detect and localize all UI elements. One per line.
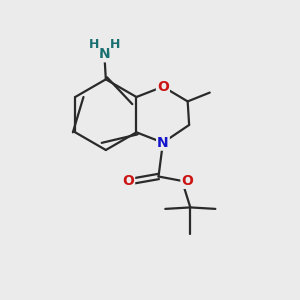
Text: O: O: [182, 174, 193, 188]
Text: N: N: [98, 47, 110, 61]
Text: O: O: [122, 174, 134, 188]
Text: N: N: [157, 136, 169, 150]
Text: O: O: [157, 80, 169, 94]
Text: H: H: [110, 38, 121, 51]
Text: H: H: [89, 38, 99, 51]
